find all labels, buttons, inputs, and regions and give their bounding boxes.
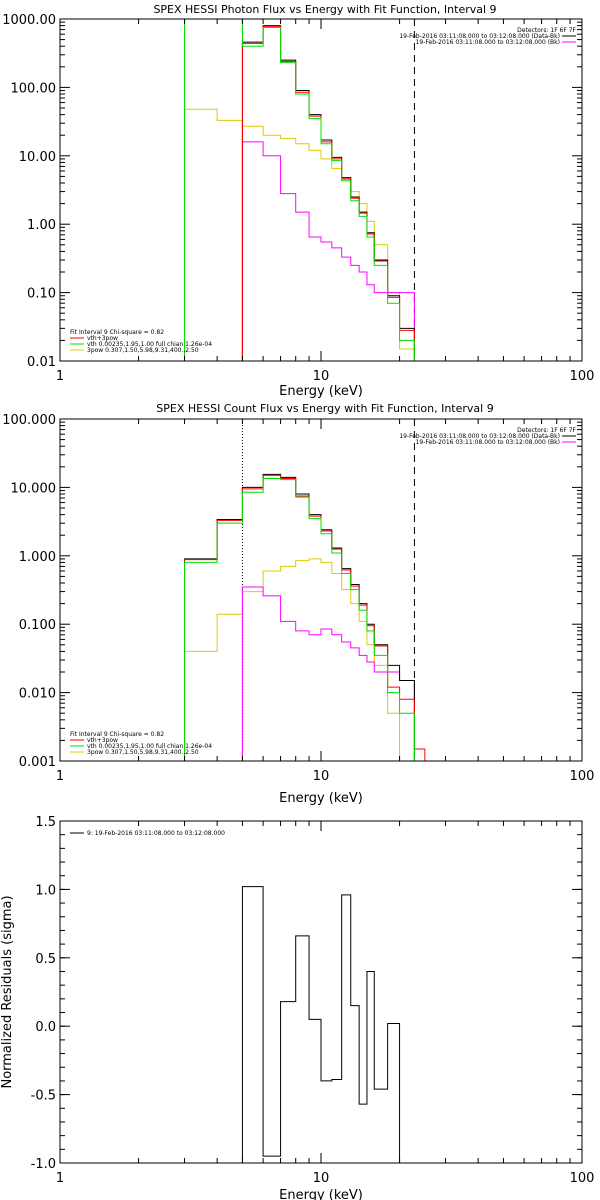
photon-flux-x-tick-label: 1: [56, 369, 64, 384]
photon-flux-series-vth: [184, 19, 415, 361]
residuals-legend-text: 9: 19-Feb-2016 03:11:08.000 to 03:12:08.…: [87, 830, 225, 837]
photon-flux-series-total: [241, 25, 415, 361]
photon-flux-plot-area: [184, 19, 415, 361]
residuals-series-total: [241, 886, 401, 1163]
photon-flux-series-vth-plus-3pow: [241, 25, 415, 361]
count-flux-title: SPEX HESSI Count Flux vs Energy with Fit…: [156, 402, 493, 415]
photon-flux-title: SPEX HESSI Photon Flux vs Energy with Fi…: [153, 3, 496, 16]
photon-flux-y-tick-label: 1000.00: [2, 13, 56, 28]
count-flux-y-tick-label: 10.000: [11, 481, 57, 496]
count-flux-x-ticks: 1 10 100: [56, 419, 595, 784]
count-flux-header-data-bk: 19-Feb-2016 03:11:08.000 to 03:12:08.000…: [399, 433, 560, 440]
count-flux-series-vth: [184, 477, 415, 761]
count-flux-legend: Fit Interval 9 Chi-square = 0.82 vth+3po…: [70, 731, 212, 756]
count-flux-y-tick-label: 0.100: [19, 618, 56, 633]
photon-flux-y-tick-label: 0.01: [27, 355, 56, 370]
count-flux-series-three-pow: [184, 558, 415, 761]
photon-flux-frame: [59, 18, 583, 362]
photon-flux-legend-vth3pow: vth+3pow: [87, 335, 118, 342]
count-flux-y-ticks: 0.001 0.010 0.100 1.000 10.000 100.000: [2, 413, 582, 770]
count-flux-detectors: Detectors: 1F 6F 7F: [517, 427, 576, 434]
count-flux-series-total: [184, 473, 425, 761]
photon-flux-header: Detectors: 1F 6F 7F 19-Feb-2016 03:11:08…: [399, 27, 576, 46]
count-flux-y-tick-label: 0.001: [19, 755, 56, 770]
photon-flux-y-tick-label: 0.10: [27, 287, 56, 302]
photon-flux-x-tick-label: 10: [313, 369, 330, 384]
photon-flux-legend-3pow: 3pow 0.307,1.50,5.98,9.31,400.,2.50: [87, 347, 199, 354]
count-flux-series-vth-plus-3pow: [184, 474, 426, 761]
count-flux-legend-3pow: 3pow 0.307,1.50,5.98,9.31,400.,2.50: [87, 749, 199, 756]
residuals-y-tick-label: 1.5: [35, 815, 56, 830]
photon-flux-y-tick-label: 100.00: [11, 81, 57, 96]
residuals-plot-area: [241, 886, 401, 1163]
count-flux-series-background: [241, 586, 415, 761]
photon-flux-panel: SPEX HESSI Photon Flux vs Energy with Fi…: [2, 3, 594, 399]
photon-flux-detectors: Detectors: 1F 6F 7F: [517, 27, 576, 34]
photon-flux-x-ticks: 1 10 100: [56, 19, 595, 384]
residuals-panel: -1.0 -0.5 0.0 0.5 1.0 1.5 1 10 100 Energy (keV)…: [0, 815, 594, 1200]
residuals-x-ticks: 1 10 100: [56, 821, 595, 1186]
photon-flux-y-tick-label: 10.00: [19, 150, 56, 165]
count-flux-panel: SPEX HESSI Count Flux vs Energy with Fit…: [2, 402, 594, 806]
count-flux-frame: [59, 418, 583, 762]
count-flux-x-tick-label: 10: [313, 769, 330, 784]
photon-flux-y-ticks: 0.01 0.10 1.00 10.00 100.00 1000.00: [2, 13, 582, 370]
photon-flux-series-background: [241, 141, 415, 361]
photon-flux-series-three-pow: [184, 108, 415, 361]
photon-flux-legend: Fit Interval 9 Chi-square = 0.82 vth+3po…: [70, 329, 212, 354]
photon-flux-y-tick-label: 1.00: [27, 218, 56, 233]
photon-flux-x-tick-label: 100: [570, 369, 595, 384]
photon-flux-legend-vth: vth 0.00235,1.95,1.00 full chian 1.26e-0…: [87, 341, 212, 348]
count-flux-y-tick-label: 1.000: [19, 550, 56, 565]
count-flux-header-bk: 19-Feb-2016 03:11:08.000 to 03:12:08.000…: [416, 439, 560, 446]
residuals-x-tick-label: 1: [56, 1171, 64, 1186]
count-flux-header: Detectors: 1F 6F 7F 19-Feb-2016 03:11:08…: [399, 427, 576, 446]
count-flux-legend-fit: Fit Interval 9 Chi-square = 0.82: [70, 731, 164, 738]
photon-flux-legend-fit: Fit Interval 9 Chi-square = 0.82: [70, 329, 164, 336]
photon-flux-x-axis-label: Energy (keV): [279, 384, 363, 399]
count-flux-y-tick-label: 0.010: [19, 687, 56, 702]
count-flux-y-tick-label: 100.000: [2, 413, 56, 428]
residuals-x-tick-label: 100: [570, 1171, 595, 1186]
residuals-y-tick-label: 0.5: [35, 952, 56, 967]
residuals-y-tick-label: 1.0: [35, 883, 56, 898]
residuals-frame: [59, 820, 583, 1164]
count-flux-legend-vth3pow: vth+3pow: [87, 737, 118, 744]
residuals-x-tick-label: 10: [313, 1171, 330, 1186]
count-flux-plot-area: [184, 419, 426, 761]
count-flux-x-tick-label: 1: [56, 769, 64, 784]
photon-flux-header-bk: 19-Feb-2016 03:11:08.000 to 03:12:08.000…: [416, 39, 560, 46]
residuals-x-axis-label: Energy (keV): [279, 1188, 363, 1200]
residuals-y-tick-label: -0.5: [31, 1089, 56, 1104]
residuals-y-tick-label: 0.0: [35, 1020, 56, 1035]
count-flux-x-axis-label: Energy (keV): [279, 791, 363, 806]
residuals-y-axis-label: Normalized Residuals (sigma): [0, 895, 15, 1088]
residuals-y-tick-label: -1.0: [31, 1157, 56, 1172]
count-flux-x-tick-label: 100: [570, 769, 595, 784]
residuals-legend: 9: 19-Feb-2016 03:11:08.000 to 03:12:08.…: [70, 830, 225, 837]
residuals-y-ticks: -1.0 -0.5 0.0 0.5 1.0 1.5: [31, 815, 582, 1172]
count-flux-legend-vth: vth 0.00235,1.95,1.00 full chian 1.26e-0…: [87, 743, 212, 750]
photon-flux-header-data-bk: 19-Feb-2016 03:11:08.000 to 03:12:08.000…: [399, 33, 560, 40]
